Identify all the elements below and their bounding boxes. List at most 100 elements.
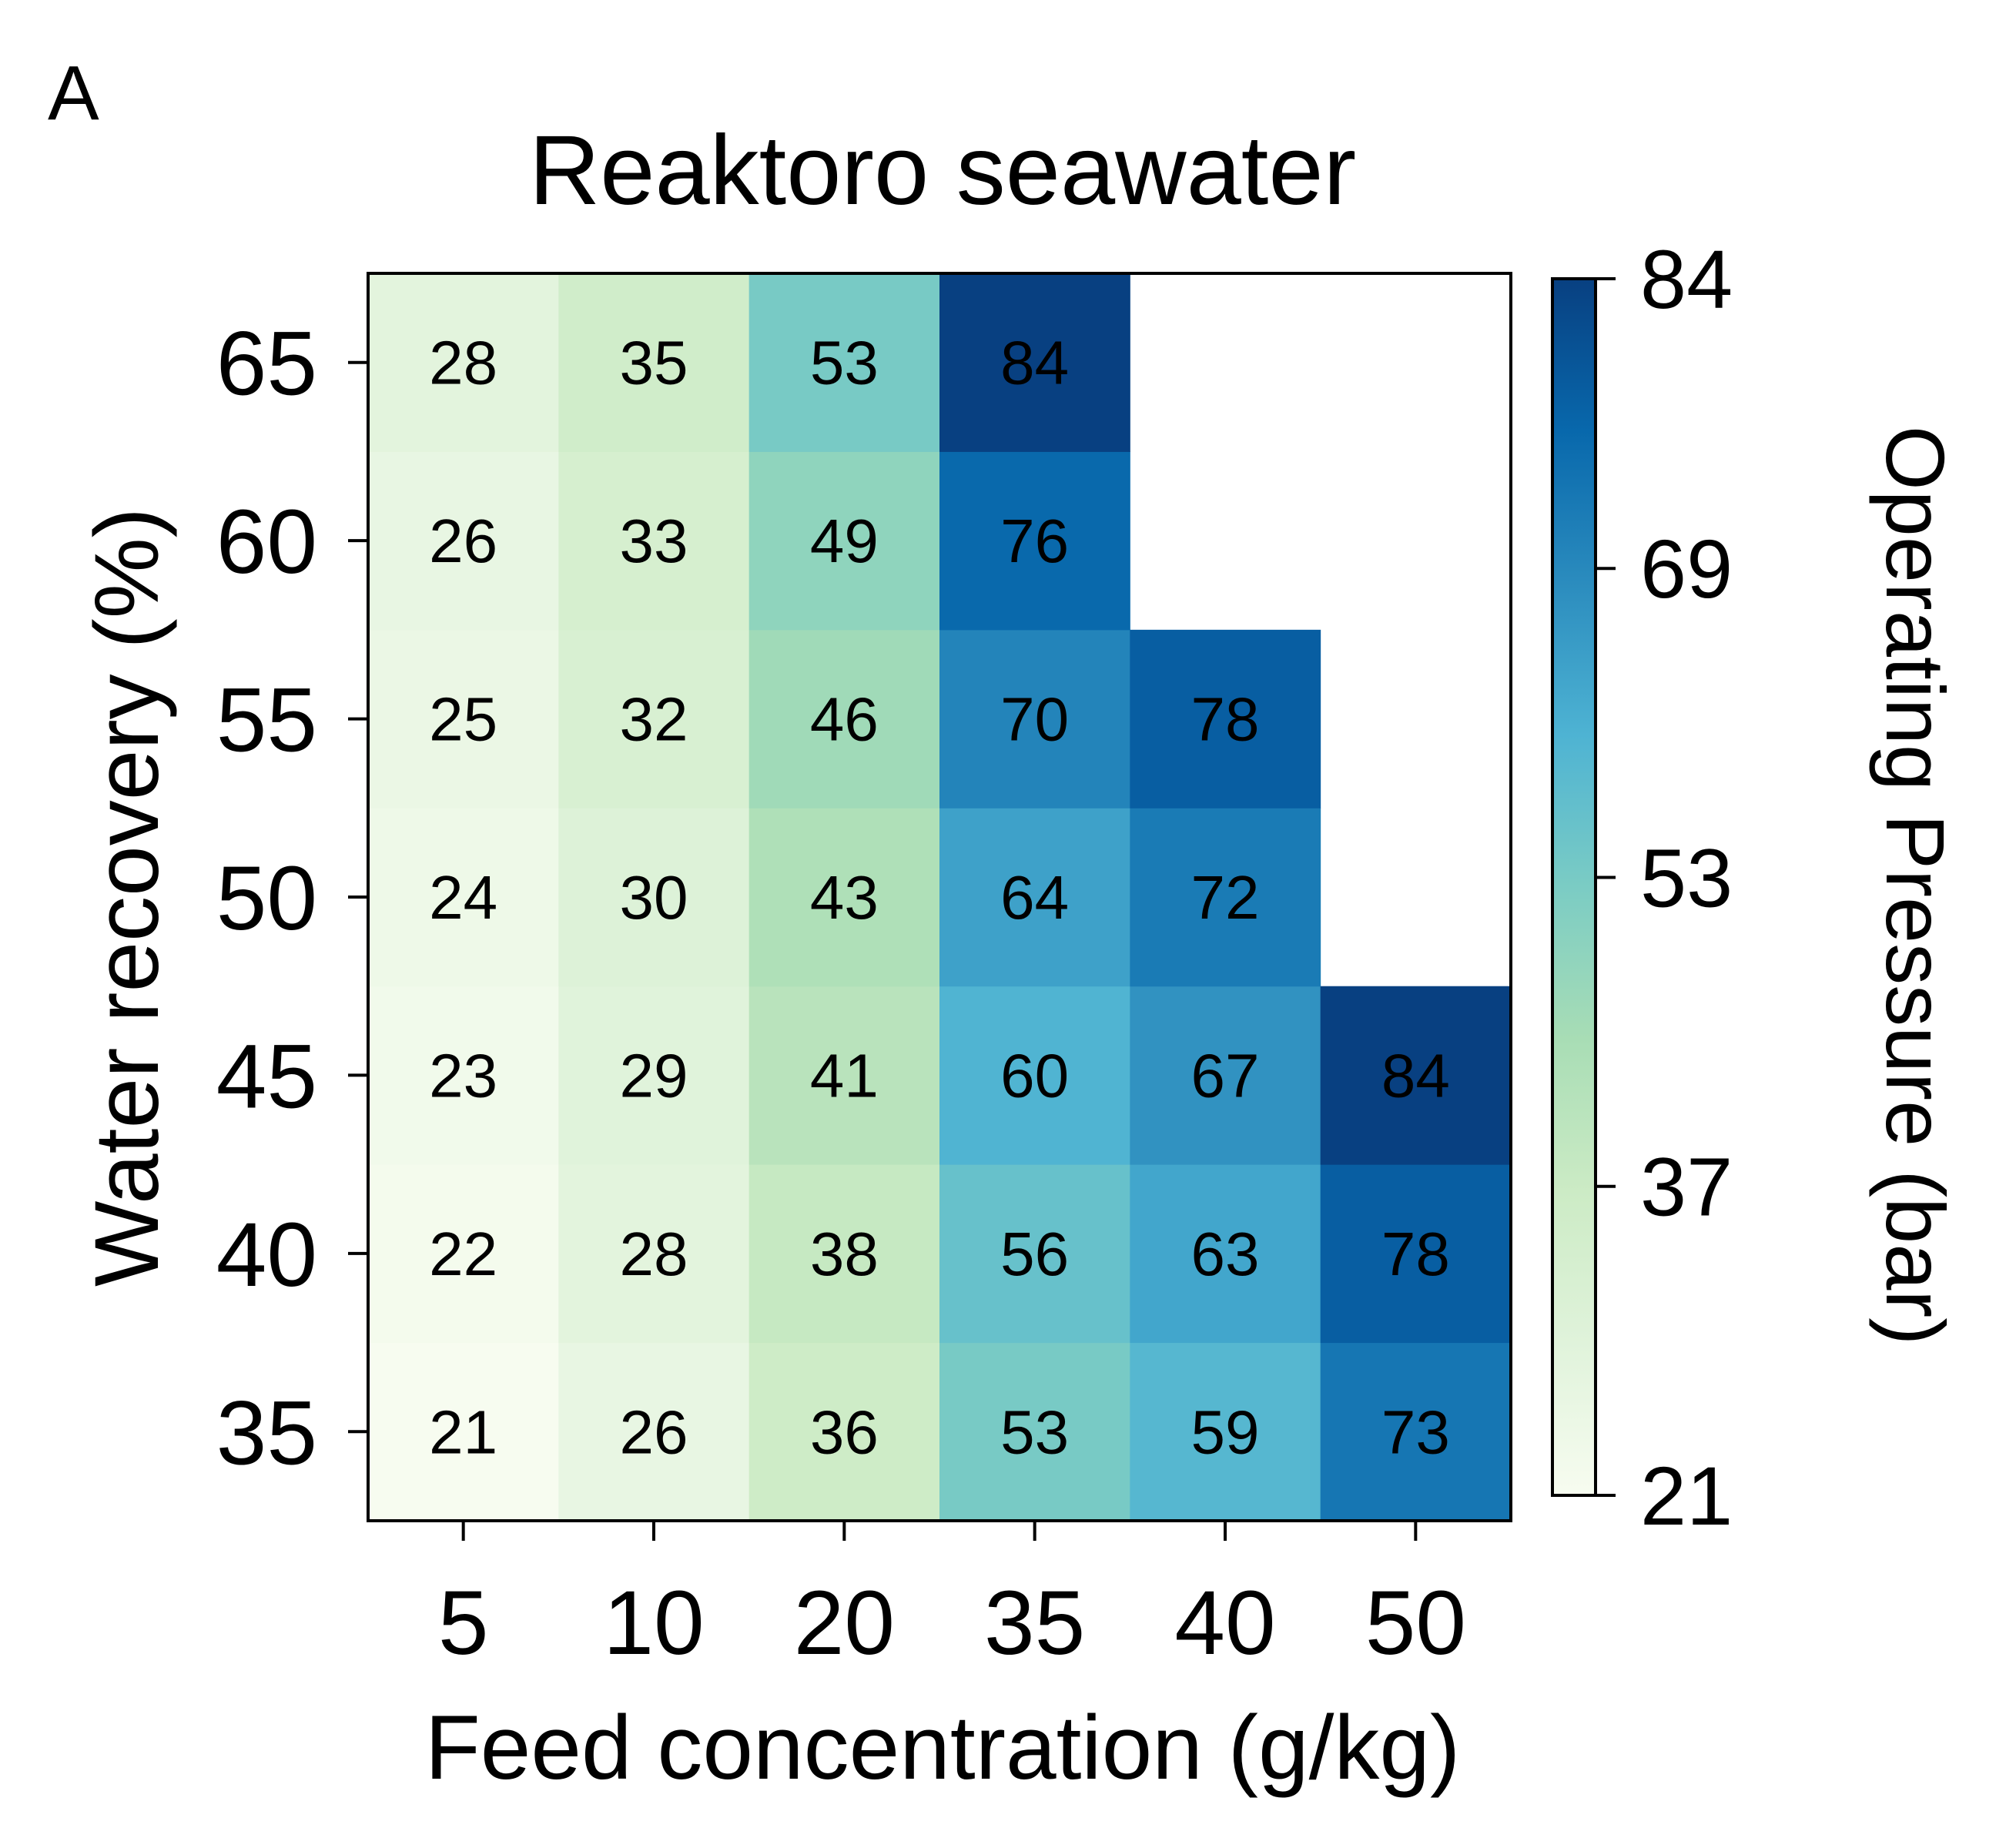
colorbar-tick-label: 21 (1640, 1449, 1733, 1542)
colorbar: 21 37 53 69 84 (1551, 233, 1733, 1542)
cell-value-label: 30 (620, 863, 688, 932)
heatmap-cell (939, 986, 1130, 1165)
cell-labels: 21 26 36 53 59 73 22 28 38 56 63 78 23 29 41 60 67 84 24 30… (429, 329, 1450, 1467)
colorbar-label: Operating Pressure (bar) (1869, 426, 1962, 1346)
heatmap-cell (368, 986, 559, 1165)
cell-value-label: 32 (620, 685, 688, 754)
cell-value-label: 26 (429, 507, 497, 575)
cell-value-label: 46 (810, 685, 879, 754)
heatmap-cell (748, 986, 940, 1165)
heatmap-cell (939, 1164, 1130, 1344)
cell-value-label: 76 (1000, 507, 1069, 575)
heatmap-cell (558, 629, 750, 808)
cell-value-label: 53 (810, 329, 879, 397)
heatmap-cell (368, 629, 559, 808)
cell-value-label: 63 (1191, 1220, 1260, 1288)
y-tick-label: 55 (216, 670, 317, 772)
colorbar-ticks: 21 37 53 69 84 (1596, 233, 1733, 1542)
y-tick-label: 45 (216, 1026, 317, 1127)
cell-value-label: 67 (1191, 1041, 1260, 1110)
x-tick-label: 5 (438, 1572, 489, 1674)
y-tick-label: 50 (216, 848, 317, 949)
cell-value-label: 64 (1000, 863, 1069, 932)
cell-value-label: 26 (620, 1398, 688, 1466)
heatmap-cell (939, 1342, 1130, 1522)
heatmap-cell (1130, 808, 1321, 987)
panel-label: A (48, 50, 99, 136)
heatmap-cell (1130, 1164, 1321, 1344)
colorbar-tick-label: 69 (1640, 522, 1733, 615)
cell-value-label: 36 (810, 1398, 879, 1466)
cell-value-label: 78 (1191, 685, 1260, 754)
heatmap-cell (558, 273, 750, 452)
cell-value-label: 56 (1000, 1220, 1069, 1288)
y-axis-ticks: 35 40 45 50 55 60 65 (216, 313, 368, 1484)
heatmap-cell (939, 629, 1130, 808)
heatmap-cell (939, 273, 1130, 452)
cell-value-label: 28 (620, 1220, 688, 1288)
x-tick-label: 35 (984, 1572, 1085, 1674)
heatmap-cell (1320, 1164, 1512, 1344)
cell-value-label: 35 (620, 329, 688, 397)
heatmap-cell (368, 808, 559, 987)
colorbar-tick-label: 37 (1640, 1140, 1733, 1234)
heatmap-cell (748, 451, 940, 631)
heatmap-cell (748, 808, 940, 987)
heatmap-cell (1130, 629, 1321, 808)
heatmap-cell (368, 451, 559, 631)
cell-value-label: 29 (620, 1041, 688, 1110)
y-axis-label: Water recovery (%) (76, 507, 178, 1287)
x-tick-label: 20 (794, 1572, 895, 1674)
heatmap-cell (558, 1342, 750, 1522)
cell-value-label: 53 (1000, 1398, 1069, 1466)
cell-value-label: 84 (1381, 1041, 1450, 1110)
cell-value-label: 22 (429, 1220, 497, 1288)
heatmap-cell (939, 808, 1130, 987)
cell-value-label: 43 (810, 863, 879, 932)
cell-value-label: 25 (429, 685, 497, 754)
cell-value-label: 24 (429, 863, 497, 932)
cell-value-label: 33 (620, 507, 688, 575)
heatmap-cell (1130, 1342, 1321, 1522)
heatmap-cell (368, 273, 559, 452)
heatmap-cell (368, 1164, 559, 1344)
cell-value-label: 59 (1191, 1398, 1260, 1466)
cell-value-label: 78 (1381, 1220, 1450, 1288)
heatmap-cells (368, 273, 1512, 1522)
cell-value-label: 60 (1000, 1041, 1069, 1110)
cell-value-label: 70 (1000, 685, 1069, 754)
cell-value-label: 73 (1381, 1398, 1450, 1466)
cell-value-label: 41 (810, 1041, 879, 1110)
colorbar-tick-label: 53 (1640, 831, 1733, 924)
heatmap-cell (939, 451, 1130, 631)
cell-value-label: 49 (810, 507, 879, 575)
heatmap-cell (1130, 986, 1321, 1165)
cell-value-label: 21 (429, 1398, 497, 1466)
cell-value-label: 72 (1191, 863, 1260, 932)
cell-value-label: 84 (1000, 329, 1069, 397)
x-tick-label: 40 (1174, 1572, 1275, 1674)
y-tick-label: 40 (216, 1204, 317, 1306)
x-tick-label: 50 (1365, 1572, 1466, 1674)
heatmap-cell (1320, 986, 1512, 1165)
cell-value-label: 38 (810, 1220, 879, 1288)
x-tick-label: 10 (603, 1572, 704, 1674)
heatmap-cell (1320, 1342, 1512, 1522)
heatmap-cell (558, 986, 750, 1165)
heatmap-cell (558, 451, 750, 631)
cell-value-label: 28 (429, 329, 497, 397)
colorbar-tick-label: 84 (1640, 233, 1733, 326)
y-tick-label: 65 (216, 313, 317, 415)
colorbar-gradient (1551, 277, 1597, 1497)
y-tick-label: 35 (216, 1382, 317, 1484)
cell-value-label: 23 (429, 1041, 497, 1110)
x-axis-label: Feed concentration (g/kg) (425, 1697, 1461, 1799)
heatmap-cell (558, 1164, 750, 1344)
heatmap-cell (748, 273, 940, 452)
heatmap-cell (748, 629, 940, 808)
chart-title: Reaktoro seawater (529, 116, 1356, 226)
heatmap-cell (748, 1164, 940, 1344)
y-tick-label: 60 (216, 491, 317, 593)
heatmap-cell (368, 1342, 559, 1522)
heatmap-cell (748, 1342, 940, 1522)
